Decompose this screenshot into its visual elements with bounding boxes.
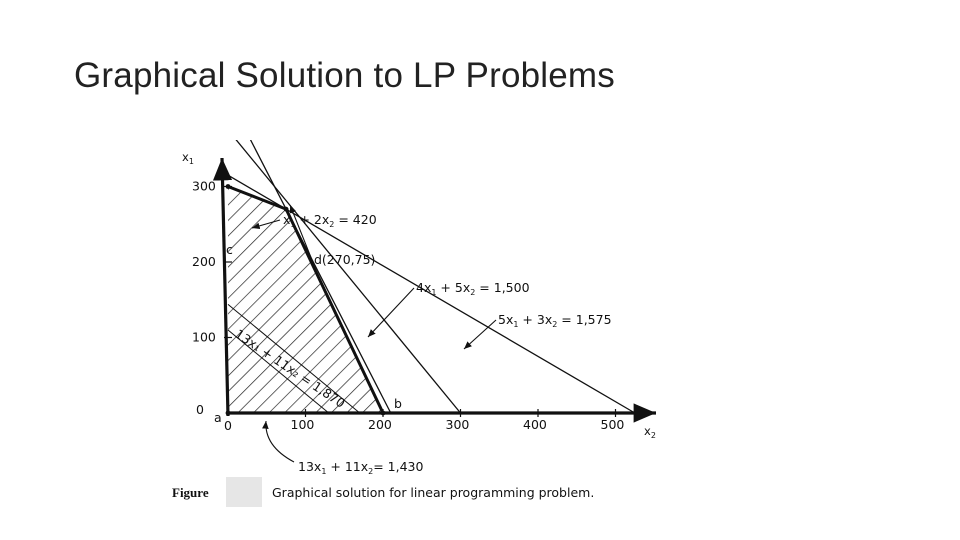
x-tick-label-300: 300 [446,417,470,432]
label-c3: 5x1 + 3x2 = 1,575 [498,312,612,329]
vertex-b [380,410,386,416]
label-c1: x1 + 2x2 = 420 [283,212,377,229]
x-axis-label: x2 [644,424,656,440]
slide-title: Graphical Solution to LP Problems [74,56,615,95]
point-label-c: c [226,242,233,257]
x-tick-label-100: 100 [291,417,315,432]
label-c2: 4x1 + 5x2 = 1,500 [416,280,530,297]
label-iso-1430: 13x1 + 11x2= 1,430 [298,459,424,476]
y-tick-label-200: 200 [192,254,216,269]
y-tick-label-300: 300 [192,179,216,194]
lp-chart: 100200300400500100200300400 x1 x2 x1 + 2… [172,140,656,507]
lp-figure: 100200300400500100200300400 x1 x2 x1 + 2… [168,140,708,520]
y-axis-line [212,157,233,417]
objective-line-iso-1430 [227,329,330,414]
point-label-a: a [214,410,222,425]
objective-line-iso-1870 [227,304,361,414]
leader-d [289,204,313,261]
point-label-d: d(270,75) [314,252,375,267]
leader-iso-1430 [262,420,295,463]
constraint-line-c2 [235,140,462,414]
leader-c3 [463,319,497,350]
x-tick-label-200: 200 [368,417,392,432]
constraint-line-c3 [227,174,636,414]
figure-caption-text: Graphical solution for linear programmin… [272,485,594,500]
x-tick-label-400: 400 [523,417,547,432]
y-axis-label: x1 [182,150,194,166]
x-zero-label: 0 [224,418,232,433]
leader-c2 [367,287,415,338]
leader-c1 [251,219,281,230]
vertex-c [225,184,231,189]
feasible-region [228,186,383,413]
figure-caption-prefix: Figure [172,485,209,500]
vertex-d [283,206,289,212]
y-zero-label: 0 [196,402,204,417]
point-label-b: b [394,396,402,411]
x-tick-label-500: 500 [601,417,625,432]
y-tick-label-100: 100 [192,330,216,345]
figure-number-placeholder [226,477,262,507]
vertex-a [225,410,231,416]
